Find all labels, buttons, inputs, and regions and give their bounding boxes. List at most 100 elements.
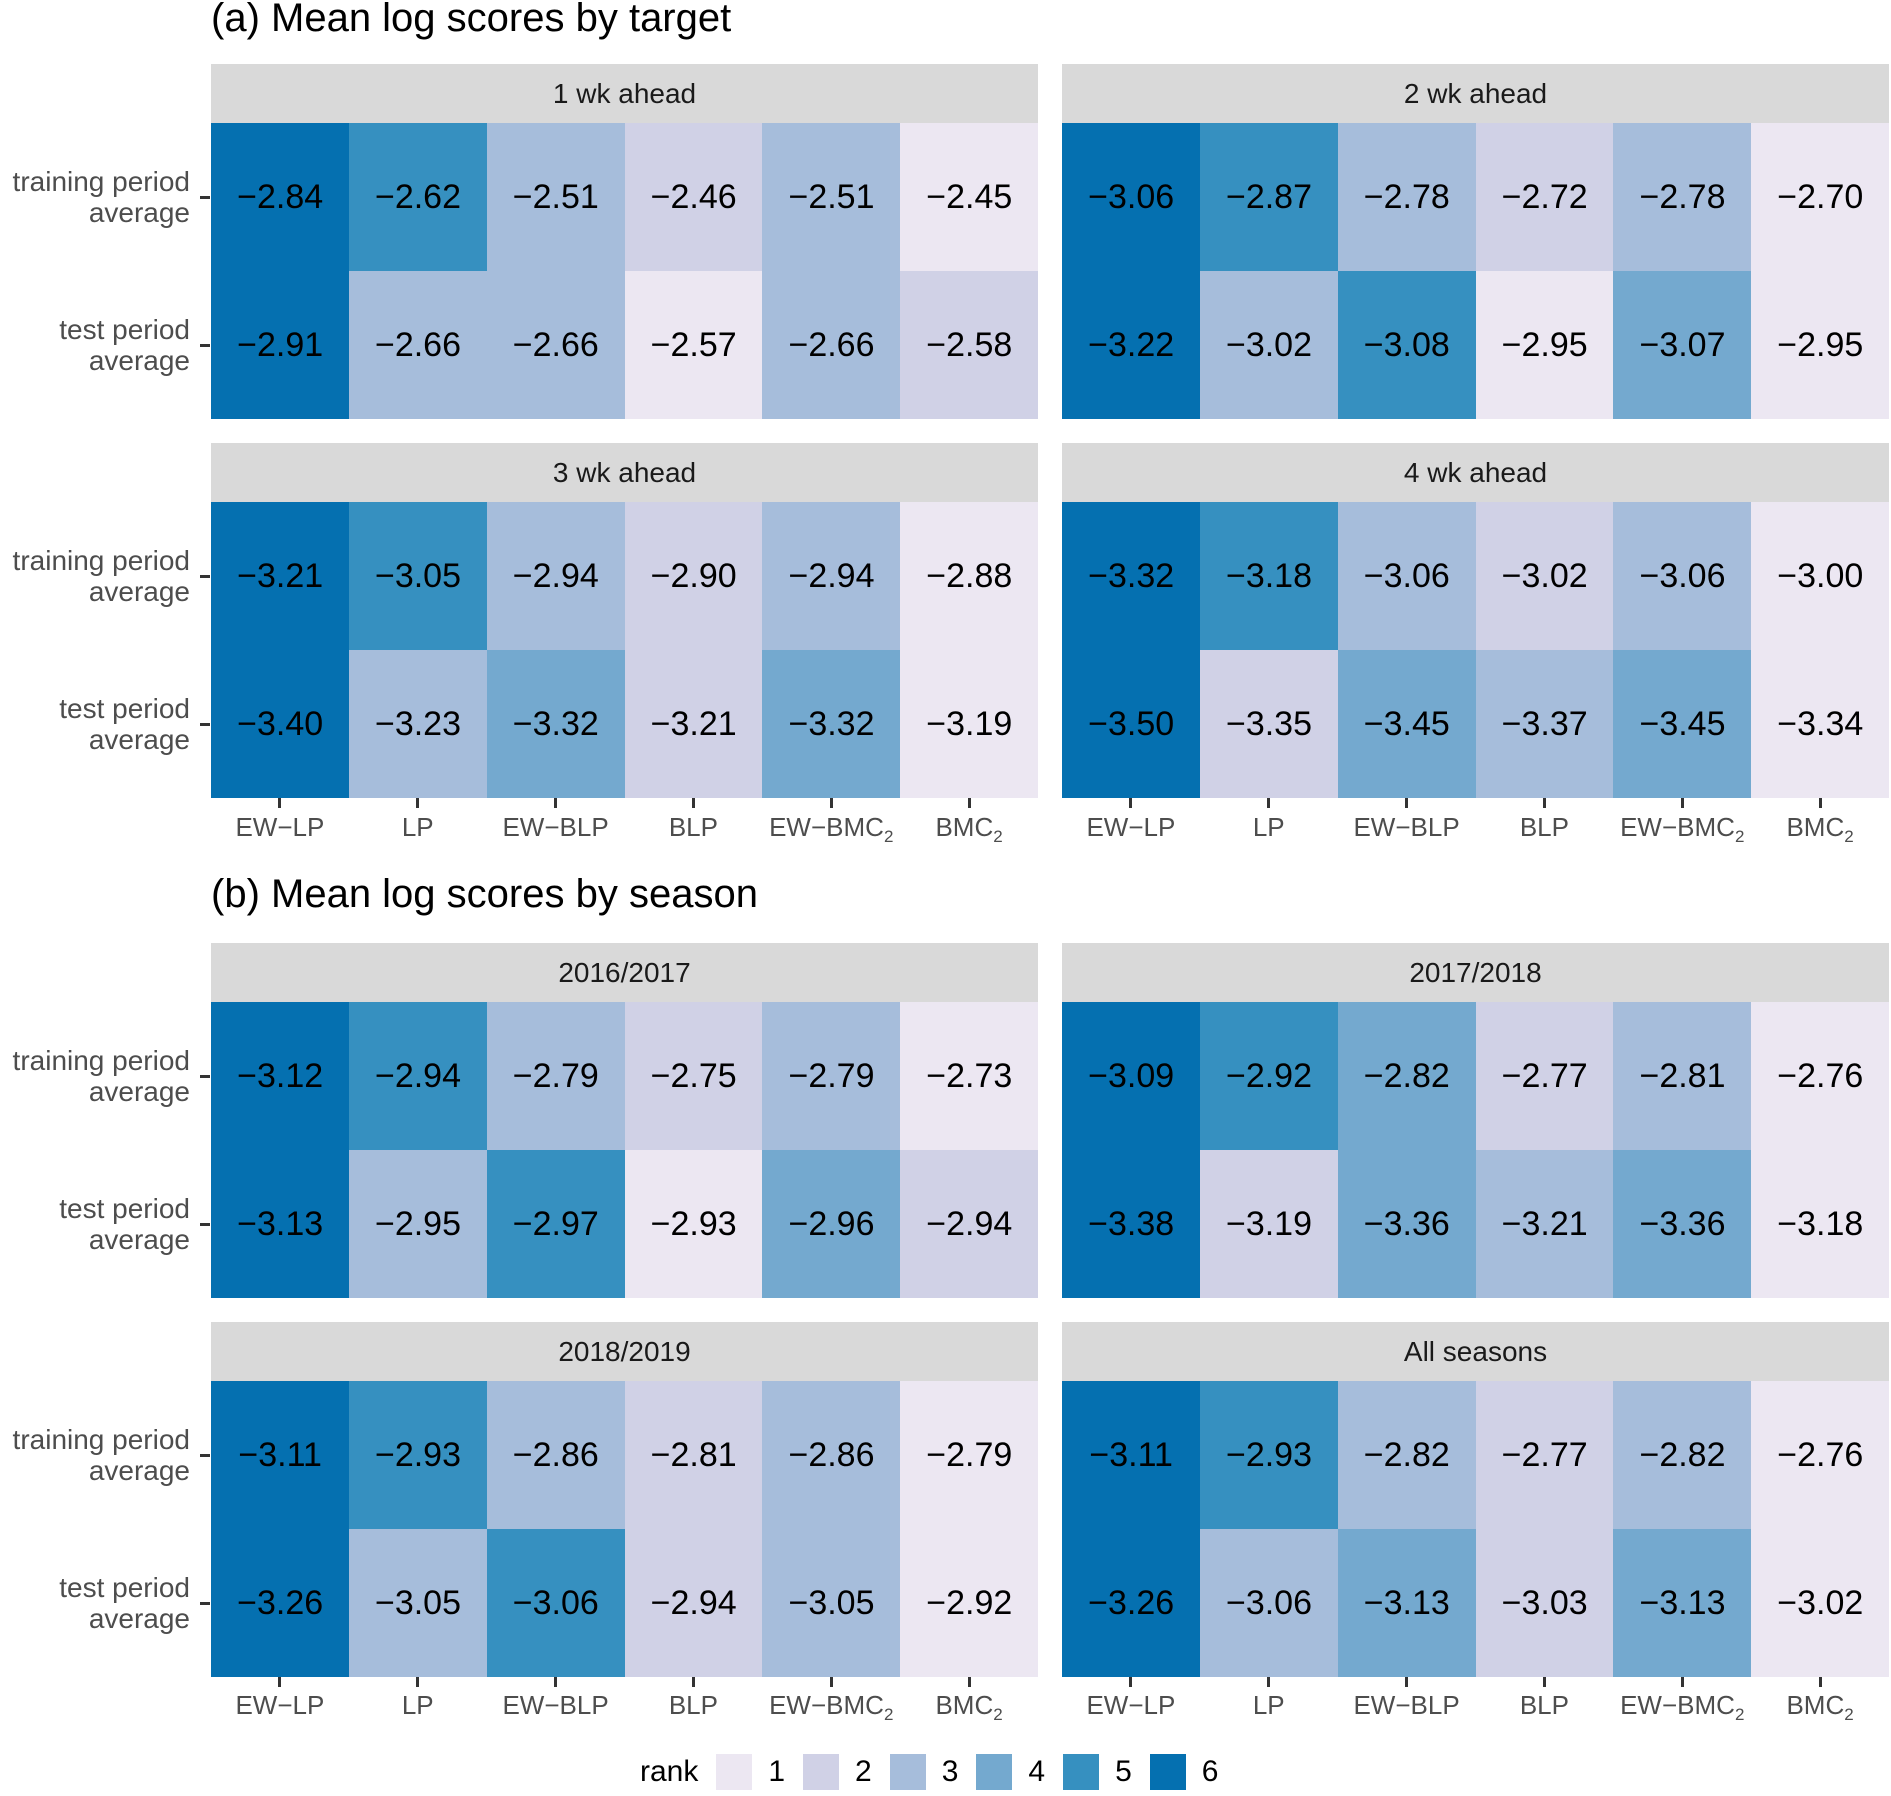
heatmap-cell: −2.81 <box>1613 1002 1752 1150</box>
x-tick <box>691 798 695 808</box>
heatmap-cell: −3.08 <box>1337 271 1476 419</box>
legend-swatch <box>976 1754 1013 1790</box>
legend-swatch <box>1149 1754 1186 1790</box>
y-tick <box>200 1075 210 1078</box>
x-tick-label: BMC2 <box>935 812 1003 847</box>
x-tick-label: EW−BMC2 <box>769 1690 894 1725</box>
heatmap-cell: −3.02 <box>1751 1529 1890 1677</box>
heatmap-cell: −3.18 <box>1751 1150 1890 1298</box>
y-tick-label: training period average <box>12 1045 190 1107</box>
heatmap-cell: −3.05 <box>348 1529 488 1677</box>
x-tick <box>1680 798 1684 808</box>
heatmap-cell: −2.82 <box>1337 1381 1476 1529</box>
heatmap-cell: −3.05 <box>348 502 488 650</box>
heatmap-cell: −3.50 <box>1062 650 1201 798</box>
heatmap-cell: −2.45 <box>900 123 1039 271</box>
heatmap-cell: −3.11 <box>1062 1381 1201 1529</box>
x-tick <box>1267 798 1271 808</box>
legend-label: 1 <box>768 1755 786 1788</box>
legend-swatch <box>803 1754 840 1790</box>
heatmap-cell: −2.94 <box>762 502 901 650</box>
heatmap-cell: −3.06 <box>1337 502 1476 650</box>
x-tick <box>829 1677 833 1687</box>
heatmap-cell: −2.94 <box>900 1150 1039 1298</box>
legend-label: 4 <box>1028 1755 1046 1788</box>
heatmap-cell: −2.87 <box>1199 123 1339 271</box>
heatmap-cell: −3.06 <box>1062 123 1201 271</box>
x-tick-label: BLP <box>668 1690 718 1720</box>
heatmap-cell: −2.66 <box>486 271 625 419</box>
heatmap-cell: −3.06 <box>486 1529 625 1677</box>
heatmap-cell: −3.00 <box>1751 502 1890 650</box>
y-tick-label: test period average <box>59 1572 190 1634</box>
heatmap-cell: −2.78 <box>1613 123 1752 271</box>
heatmap-cell: −3.13 <box>211 1150 350 1298</box>
y-tick-label: test period average <box>59 314 190 376</box>
heatmap-cell: −2.79 <box>762 1002 901 1150</box>
x-tick-label: EW−LP <box>1086 1690 1176 1720</box>
heatmap-cell: −3.32 <box>762 650 901 798</box>
heatmap-cell: −2.72 <box>1475 123 1614 271</box>
legend-title: rank <box>640 1755 699 1788</box>
heatmap-cell: −2.86 <box>486 1381 625 1529</box>
heatmap-cell: −2.86 <box>762 1381 901 1529</box>
y-tick-label: test period average <box>59 1193 190 1255</box>
legend-label: 6 <box>1201 1755 1219 1788</box>
heatmap-cell: −2.70 <box>1751 123 1890 271</box>
heatmap-cell: −3.32 <box>1062 502 1201 650</box>
heatmap-cell: −2.92 <box>900 1529 1039 1677</box>
heatmap-cell: −2.51 <box>762 123 901 271</box>
legend: rank 1 2 3 4 5 6 <box>640 1754 1218 1790</box>
chart-title: (a) Mean log scores by target <box>211 0 732 40</box>
heatmap-cell: −2.62 <box>348 123 488 271</box>
x-tick-label: LP <box>1252 1690 1285 1720</box>
heatmap-cell: −3.21 <box>624 650 763 798</box>
heatmap-cell: −3.37 <box>1475 650 1614 798</box>
heatmap-cell: −3.09 <box>1062 1002 1201 1150</box>
y-tick <box>200 344 210 347</box>
panel-strip-label: 2018/2019 <box>211 1322 1038 1381</box>
heatmap-cell: −3.11 <box>211 1381 350 1529</box>
heatmap-cell: −3.32 <box>486 650 625 798</box>
heatmap-cell: −2.73 <box>900 1002 1039 1150</box>
heatmap-cell: −3.21 <box>211 502 350 650</box>
x-tick-label: EW−BLP <box>502 812 609 842</box>
legend-swatch <box>889 1754 926 1790</box>
x-tick <box>278 798 282 808</box>
y-tick <box>200 1223 210 1226</box>
heatmap-cell: −3.22 <box>1062 271 1201 419</box>
heatmap-cell: −2.66 <box>348 271 488 419</box>
panel-strip-label: 1 wk ahead <box>211 64 1038 123</box>
heatmap-cell: −2.82 <box>1613 1381 1752 1529</box>
heatmap-cell: −2.94 <box>348 1002 488 1150</box>
panel-strip-label: 2 wk ahead <box>1062 64 1889 123</box>
y-tick <box>200 1454 210 1457</box>
y-tick <box>200 723 210 726</box>
heatmap-cell: −3.05 <box>762 1529 901 1677</box>
heatmap-cell: −2.76 <box>1751 1002 1890 1150</box>
heatmap-cell: −2.95 <box>1751 271 1890 419</box>
heatmap-cell: −2.93 <box>1199 1381 1339 1529</box>
x-tick-label: LP <box>401 1690 434 1720</box>
x-tick <box>829 798 833 808</box>
x-tick-label: EW−BLP <box>502 1690 609 1720</box>
x-tick-label: LP <box>1252 812 1285 842</box>
x-tick <box>691 1677 695 1687</box>
panel-strip-label: 4 wk ahead <box>1062 443 1889 502</box>
x-tick <box>1405 798 1409 808</box>
x-tick <box>1542 798 1546 808</box>
heatmap-cell: −3.07 <box>1613 271 1752 419</box>
x-tick-label: LP <box>401 812 434 842</box>
heatmap-cell: −3.12 <box>211 1002 350 1150</box>
heatmap-cell: −2.66 <box>762 271 901 419</box>
x-tick-label: EW−BMC2 <box>769 812 894 847</box>
y-tick <box>200 1602 210 1605</box>
x-tick <box>416 798 420 808</box>
x-tick <box>1129 1677 1133 1687</box>
heatmap-cell: −3.35 <box>1199 650 1339 798</box>
heatmap-cell: −3.13 <box>1337 1529 1476 1677</box>
heatmap-cell: −2.76 <box>1751 1381 1890 1529</box>
x-tick <box>554 1677 558 1687</box>
heatmap-cell: −3.19 <box>900 650 1039 798</box>
